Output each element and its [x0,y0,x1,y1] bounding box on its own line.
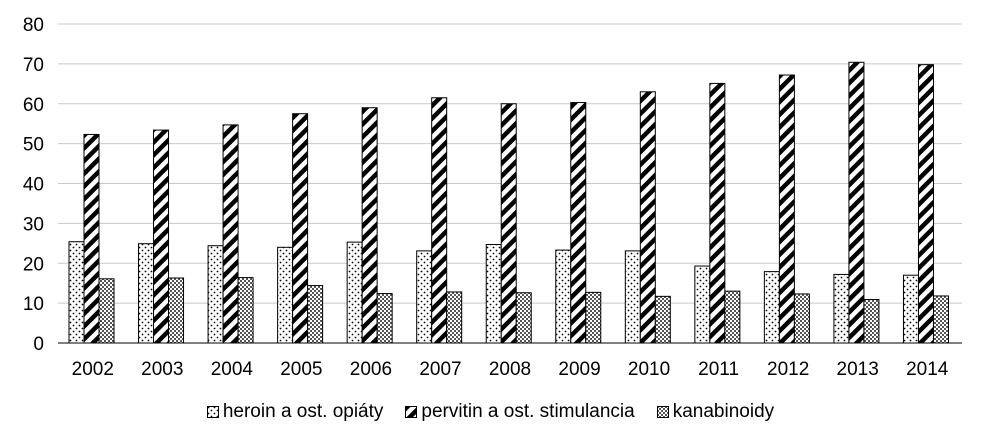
bar-diagonal-stripes-2011 [709,82,726,344]
y-tick-label: 40 [23,175,44,196]
bar-crosshatch-2010 [654,295,671,344]
x-tick-label: 2006 [350,359,392,380]
bar-crosshatch-2011 [724,290,741,344]
legend-label-kanabinoidy: kanabinoidy [672,401,775,422]
x-tick-label: 2003 [141,359,183,380]
x-tick-label: 2005 [280,359,322,380]
bar-crosshatch-2012 [793,293,810,344]
bar-diagonal-stripes-2009 [570,102,587,344]
bar-dots-2007 [416,250,433,344]
bar-diagonal-stripes-2002 [83,133,100,344]
x-tick-label: 2009 [558,359,600,380]
legend-swatch-stripes [405,406,418,418]
bar-crosshatch-2009 [585,291,602,344]
legend-label-heroin: heroin a ost. opiáty [222,401,384,422]
legend-item-kanabinoidy: kanabinoidy [656,401,775,423]
bars [68,61,949,344]
bar-dots-2014 [902,274,919,344]
bar-crosshatch-2004 [237,277,254,344]
y-tick-label: 30 [23,214,44,235]
y-tick-label: 70 [23,55,44,76]
x-axis-ticks: 2002 2003 2004 2005 2006 2007 2008 2009 2010 2011… [72,359,949,380]
bar-crosshatch-2013 [863,299,880,344]
x-tick-label: 2007 [419,359,461,380]
bar-dots-2010 [624,250,641,344]
bar-diagonal-stripes-2010 [639,91,656,344]
bar-crosshatch-2006 [376,293,393,344]
bar-diagonal-stripes-2004 [222,124,239,344]
bar-crosshatch-2003 [168,277,185,344]
legend-swatch-dots [206,406,219,418]
x-tick-label: 2013 [837,359,879,380]
bar-diagonal-stripes-2003 [153,129,170,344]
x-tick-label: 2002 [72,359,114,380]
bar-dots-2008 [485,244,502,344]
x-tick-label: 2008 [489,359,531,380]
bar-dots-2006 [346,241,363,344]
bar-diagonal-stripes-2014 [917,64,934,344]
y-tick-label: 80 [23,15,44,36]
bar-dots-2013 [833,273,850,344]
x-tick-label: 2011 [698,359,739,380]
bar-diagonal-stripes-2005 [292,113,309,344]
y-tick-label: 10 [23,294,44,315]
x-tick-label: 2014 [906,359,949,380]
y-axis-ticks: 0 10 20 30 40 50 60 70 80 [23,15,44,355]
bar-dots-2002 [68,241,85,344]
legend-item-pervitin: pervitin a ost. stimulancia [405,401,635,423]
y-tick-label: 0 [33,334,44,355]
bar-crosshatch-2007 [446,291,463,344]
bar-diagonal-stripes-2006 [361,107,378,344]
bar-diagonal-stripes-2008 [500,103,517,344]
bar-crosshatch-2005 [307,285,324,344]
x-tick-label: 2004 [211,359,254,380]
bar-dots-2012 [763,271,780,344]
legend-swatch-crosshatch [656,406,669,418]
y-tick-label: 60 [23,95,44,116]
bar-dots-2003 [138,243,155,344]
legend-item-heroin: heroin a ost. opiáty [206,401,384,423]
y-tick-label: 20 [23,254,44,275]
bar-dots-2009 [555,249,572,344]
y-tick-label: 50 [23,135,44,156]
bar-diagonal-stripes-2012 [778,74,795,344]
bar-diagonal-stripes-2007 [431,97,448,344]
x-tick-label: 2012 [767,359,809,380]
x-tick-label: 2010 [628,359,670,380]
bar-dots-2004 [207,245,224,344]
bar-crosshatch-2008 [515,292,532,344]
bar-crosshatch-2002 [98,278,115,344]
legend: heroin a ost. opiáty pervitin a ost. sti… [0,398,981,426]
bar-diagonal-stripes-2013 [848,61,865,344]
legend-label-pervitin: pervitin a ost. stimulancia [421,401,635,422]
bar-crosshatch-2014 [932,295,949,344]
bar-dots-2005 [277,246,294,344]
bar-dots-2011 [694,265,711,344]
